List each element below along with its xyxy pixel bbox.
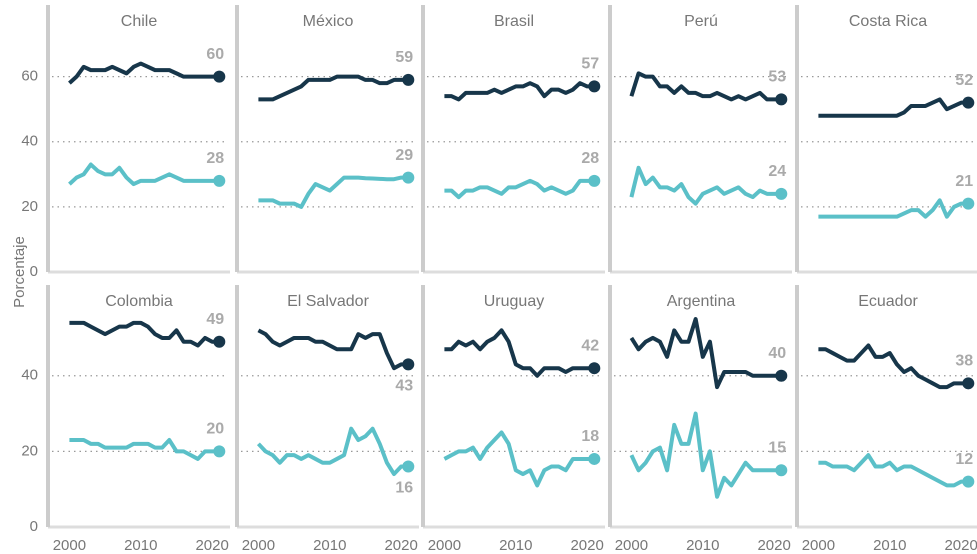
x-tick-label: 2020 (944, 537, 977, 554)
end-label: 59 (395, 49, 413, 66)
x-tick-label: 2020 (384, 537, 417, 554)
y-axis-label: Porcentaje (11, 236, 28, 308)
series-line (68, 61, 220, 85)
panel-title: Costa Rica (849, 13, 927, 30)
y-tick-label: 0 (30, 263, 38, 280)
end-point (775, 93, 788, 106)
x-tick-label: 2010 (873, 537, 906, 554)
x-tick-label: 2000 (802, 537, 835, 554)
series-line (69, 438, 220, 461)
x-tick-label: 2000 (615, 537, 648, 554)
end-label: 57 (581, 56, 599, 73)
panel-title: Perú (684, 13, 718, 30)
end-point (213, 70, 226, 83)
series-line (258, 175, 409, 209)
panel-title: México (303, 13, 354, 30)
series-line (257, 328, 409, 371)
series-line (818, 97, 969, 118)
end-point (775, 187, 788, 200)
end-point (588, 80, 601, 93)
y-tick-label: 20 (21, 442, 38, 459)
end-point (775, 464, 788, 477)
series-line (818, 343, 969, 390)
end-point (402, 358, 415, 371)
end-point (213, 335, 226, 348)
series-line (629, 411, 782, 499)
x-tick-label: 2010 (313, 537, 346, 554)
end-point (402, 73, 415, 86)
end-point (213, 174, 226, 187)
series-line (818, 453, 969, 488)
series-line (443, 430, 595, 488)
x-tick-label: 2020 (757, 537, 790, 554)
series-line (629, 317, 782, 390)
y-tick-label: 60 (21, 68, 38, 85)
end-point (213, 445, 226, 458)
end-point (402, 460, 415, 473)
y-tick-label: 40 (21, 367, 38, 384)
series-line (256, 426, 409, 477)
end-label: 20 (206, 421, 224, 438)
end-label: 53 (768, 69, 786, 86)
x-tick-label: 2000 (53, 537, 86, 554)
end-point (588, 362, 601, 375)
y-tick-label: 0 (30, 518, 38, 535)
series-line (69, 320, 220, 348)
end-point (588, 452, 601, 465)
x-tick-label: 2020 (195, 537, 228, 554)
end-label: 24 (768, 163, 786, 180)
x-tick-label: 2020 (570, 537, 603, 554)
panel-title: Colombia (105, 293, 173, 310)
end-point (588, 174, 601, 187)
end-label: 40 (768, 345, 786, 362)
end-label: 49 (206, 311, 224, 328)
end-label: 15 (768, 440, 786, 457)
series-line (444, 328, 595, 378)
end-point (402, 171, 415, 184)
panel-title: Ecuador (858, 293, 918, 310)
panel-title: Argentina (667, 293, 736, 310)
y-tick-label: 20 (21, 198, 38, 215)
x-tick-label: 2010 (686, 537, 719, 554)
panel-title: Chile (121, 13, 158, 30)
end-label: 43 (395, 378, 413, 395)
end-label: 52 (955, 72, 973, 89)
x-tick-label: 2010 (499, 537, 532, 554)
end-label: 18 (581, 428, 599, 445)
series-line (629, 71, 782, 102)
y-tick-label: 40 (21, 133, 38, 150)
end-point (962, 377, 975, 390)
end-label: 12 (955, 451, 973, 468)
end-label: 16 (395, 480, 413, 497)
panel-title: Brasil (494, 13, 534, 30)
series-line (444, 81, 595, 102)
x-tick-label: 2010 (124, 537, 157, 554)
series-line (818, 198, 969, 219)
end-point (775, 369, 788, 382)
series-line (444, 178, 595, 200)
end-label: 28 (581, 150, 599, 167)
series-line (629, 165, 782, 206)
panel-title: El Salvador (287, 293, 369, 310)
end-label: 28 (206, 150, 224, 167)
end-label: 21 (955, 173, 973, 190)
x-tick-label: 2000 (242, 537, 275, 554)
series-line (258, 74, 409, 102)
end-point (962, 197, 975, 210)
series-line (68, 162, 220, 187)
panel-title: Uruguay (484, 293, 544, 310)
end-label: 29 (395, 147, 413, 164)
end-point (962, 475, 975, 488)
end-label: 42 (581, 337, 599, 354)
x-tick-label: 2000 (428, 537, 461, 554)
end-label: 38 (955, 353, 973, 370)
end-point (962, 96, 975, 109)
end-label: 60 (206, 46, 224, 63)
